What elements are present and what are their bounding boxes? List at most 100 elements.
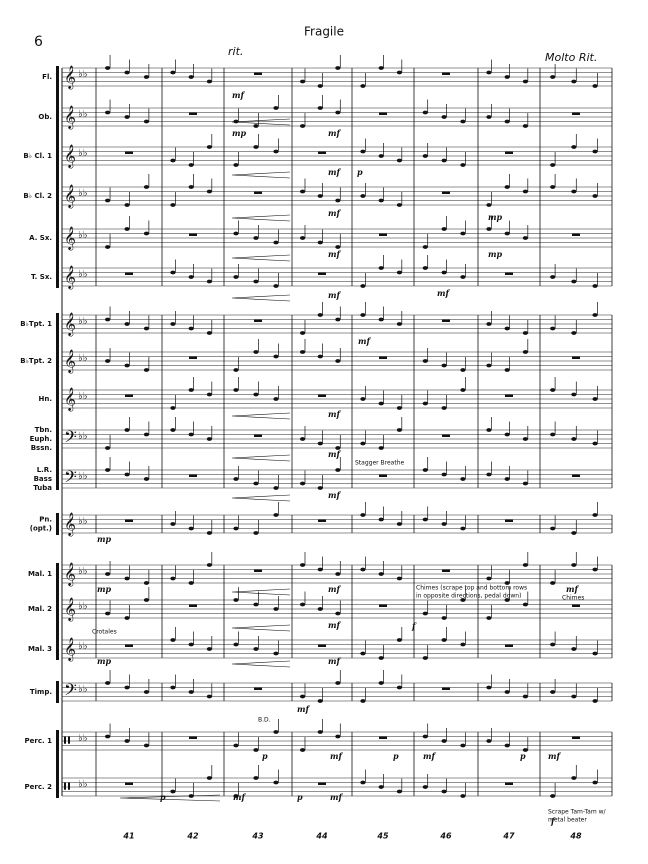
notehead (124, 472, 130, 477)
notehead (253, 776, 259, 780)
key-signature: ♭♭ (78, 230, 88, 241)
dynamic: mf (328, 620, 341, 630)
notehead (504, 598, 510, 602)
notehead (188, 526, 194, 531)
notehead (143, 432, 150, 437)
measure-number: 43 (251, 832, 264, 841)
annotation: Stagger Breathe (355, 460, 404, 467)
notehead (273, 106, 279, 110)
annotation: metal beater (548, 817, 587, 824)
notehead (233, 526, 239, 531)
notehead (188, 690, 194, 694)
notehead (441, 522, 447, 526)
notehead (396, 406, 403, 410)
notehead (592, 313, 598, 317)
notehead (253, 145, 259, 149)
notehead (299, 563, 306, 567)
bracket (56, 563, 59, 660)
notehead (422, 656, 428, 660)
notehead (124, 322, 130, 326)
whole-rest (572, 112, 580, 115)
notehead (105, 572, 111, 576)
notehead (335, 611, 341, 616)
notehead (550, 432, 556, 437)
notehead (460, 477, 466, 481)
notehead (422, 517, 428, 522)
notehead (378, 66, 384, 70)
bracket (56, 313, 59, 490)
clef: 𝄞 (64, 637, 76, 662)
notehead (486, 70, 492, 75)
whole-rest (379, 604, 387, 607)
notehead (188, 163, 194, 167)
key-signature: ♭♭ (78, 431, 88, 442)
notehead (441, 789, 447, 794)
dynamic: mf (328, 490, 341, 500)
notehead (124, 70, 130, 75)
notehead (253, 236, 259, 240)
notehead (522, 437, 529, 441)
notehead (360, 313, 366, 317)
notehead (188, 75, 194, 79)
notehead (504, 368, 510, 372)
notehead (170, 158, 176, 163)
notehead (360, 651, 366, 656)
notehead (571, 331, 577, 335)
key-signature: ♭♭ (78, 109, 88, 120)
whole-rest (379, 474, 387, 477)
notehead (233, 388, 239, 392)
notehead (143, 326, 150, 331)
instrument-name: Hn. (38, 395, 52, 403)
instrument-name: Perc. 2 (25, 783, 53, 791)
notehead (317, 441, 323, 446)
dynamic: mp (232, 128, 246, 138)
whole-rest (254, 319, 262, 322)
title: Fragile (304, 25, 344, 39)
notehead (317, 607, 323, 611)
notehead (206, 647, 213, 651)
bracket (56, 66, 59, 288)
dynamic: mf (328, 656, 341, 666)
clef: 𝄥 (64, 775, 70, 799)
dynamic: mf (328, 290, 341, 300)
whole-rest (254, 569, 262, 572)
dynamic: mf (233, 792, 246, 802)
clef: 𝄞 (64, 144, 76, 169)
notehead (124, 203, 130, 207)
notehead (335, 110, 341, 115)
whole-rest (572, 604, 580, 607)
notehead (317, 730, 323, 734)
clef: 𝄞 (64, 105, 76, 130)
whole-rest (189, 233, 197, 236)
page-number: 6 (34, 34, 43, 50)
notehead (441, 363, 447, 368)
notehead (441, 115, 447, 119)
notehead (504, 581, 510, 585)
notehead (233, 743, 239, 748)
notehead (522, 602, 529, 607)
notehead (253, 748, 259, 752)
notehead (486, 472, 492, 477)
notehead (360, 284, 366, 288)
notehead (504, 75, 510, 79)
key-signature: ♭♭ (78, 566, 88, 577)
tempo-mark: rit. (228, 45, 243, 58)
dynamic: p (520, 751, 526, 761)
notehead (504, 119, 510, 124)
whole-rest (505, 644, 513, 647)
notehead (360, 84, 366, 88)
dynamic: mf (297, 704, 310, 714)
notehead (360, 441, 366, 446)
notehead (335, 66, 341, 70)
hairpin (231, 294, 291, 302)
notehead (206, 392, 213, 397)
notehead (105, 359, 111, 363)
whole-rest (318, 782, 326, 785)
notehead (550, 642, 556, 647)
notehead (335, 359, 341, 363)
clef: 𝄞 (64, 65, 76, 90)
whole-rest (318, 519, 326, 522)
measure-number: 45 (376, 832, 389, 841)
instrument-name: A. Sx. (29, 234, 52, 242)
